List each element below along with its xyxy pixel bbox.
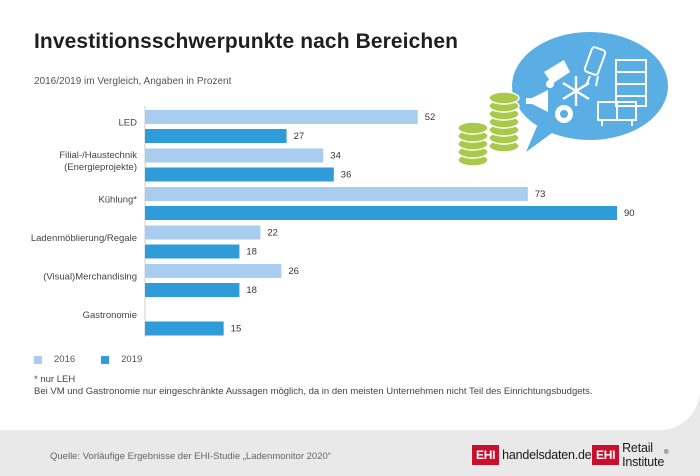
legend-item-2019: 2019 [101, 354, 142, 365]
data-label-2019: 15 [231, 324, 242, 335]
chart-subtitle: 2016/2019 im Vergleich, Angaben in Proze… [34, 76, 232, 87]
category-label: LED [119, 118, 138, 129]
logo-text-retail-institute: Retail Institute® [622, 441, 700, 469]
bar-2019 [145, 283, 240, 297]
data-label-2019: 36 [341, 170, 352, 181]
snowflake-icon [562, 76, 590, 106]
coin-stack-icon [457, 91, 520, 167]
bar-chart: LED 52 27 Filial-/Haustechnik(Energieprojek… [31, 106, 635, 337]
legend-swatch-2016 [34, 355, 42, 364]
data-label-2016: 26 [288, 266, 299, 277]
data-label-2016: 73 [535, 189, 546, 200]
bar-2019 [145, 167, 334, 182]
footnote-2: Bei VM und Gastronomie nur eingeschränkt… [34, 386, 593, 397]
category-label: Kühlung* [98, 195, 137, 206]
gear-icon [555, 105, 573, 123]
bar-2016 [145, 148, 324, 163]
logo-retail-institute[interactable]: EHI Retail Institute® [592, 441, 700, 469]
bar-2016 [145, 225, 261, 240]
legend-item-2016: 2016 [34, 354, 75, 365]
data-label-2019: 27 [294, 131, 305, 142]
footnote-1: * nur LEH [34, 374, 76, 385]
bar-2019 [145, 321, 224, 336]
bar-2016 [145, 187, 528, 201]
data-label-2016: 34 [330, 151, 341, 162]
legend-label-2016: 2016 [54, 354, 76, 365]
logo-box-ehi: EHI [472, 445, 500, 465]
logo-text-retail: Retail Institute [622, 441, 665, 469]
bar-2016 [145, 110, 418, 124]
category-label: (Visual)Merchandising [43, 272, 137, 283]
category-label: Filial-/Haustechnik [59, 150, 137, 161]
legend: 2016 2019 [34, 354, 168, 365]
bar-2019 [145, 244, 240, 259]
data-label-2019: 18 [246, 247, 257, 258]
source-note: Quelle: Vorläufige Ergebnisse der EHI-St… [50, 451, 331, 462]
bar-2016 [145, 264, 282, 278]
data-label-2019: 90 [624, 208, 635, 219]
logo-handelsdaten[interactable]: EHI handelsdaten.de [472, 444, 592, 466]
legend-swatch-2019 [101, 355, 110, 364]
bar-2019 [145, 206, 617, 220]
category-label: Ladenmöblierung/Regale [31, 233, 137, 244]
illustration [457, 32, 668, 167]
data-label-2016: 22 [267, 228, 278, 239]
category-label: (Energieprojekte) [64, 162, 137, 173]
logo-text-handelsdaten: handelsdaten.de [502, 448, 592, 462]
logo-box-ehi-2: EHI [592, 445, 620, 465]
data-label-2016: 52 [425, 112, 436, 123]
data-label-2019: 18 [246, 285, 257, 296]
shelf-icon [615, 59, 647, 107]
bar-2019 [145, 129, 287, 143]
legend-label-2019: 2019 [121, 354, 143, 365]
counter-icon [597, 101, 637, 126]
spotlight-icon [544, 60, 570, 88]
registered-mark: ® [664, 450, 669, 456]
footnotes: * nur LEH Bei VM und Gastronomie nur ein… [34, 374, 593, 398]
chart-title: Investitionsschwerpunkte nach Bereichen [34, 30, 459, 53]
category-label: Gastronomie [83, 310, 137, 321]
megaphone-icon [526, 90, 548, 112]
